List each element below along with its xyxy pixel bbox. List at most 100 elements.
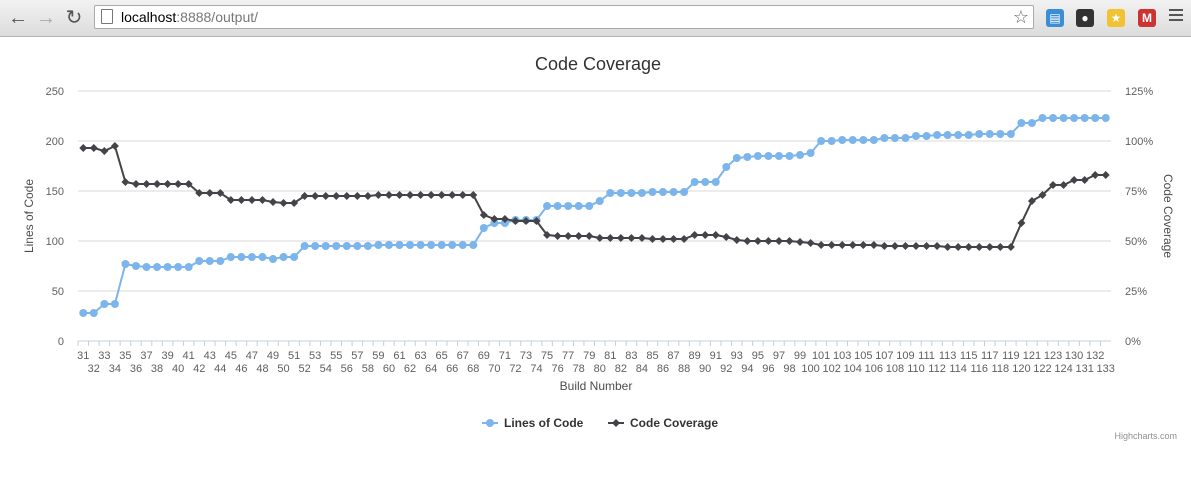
data-point[interactable] — [680, 235, 689, 243]
data-point[interactable] — [859, 241, 868, 249]
data-point[interactable] — [722, 233, 731, 241]
data-point[interactable] — [279, 199, 288, 207]
gmail-icon[interactable]: M — [1138, 9, 1156, 27]
data-point[interactable] — [300, 192, 309, 200]
data-point[interactable] — [416, 191, 425, 199]
data-point[interactable] — [606, 189, 615, 197]
data-point[interactable] — [174, 263, 183, 271]
data-point[interactable] — [1091, 171, 1100, 179]
data-point[interactable] — [901, 242, 910, 250]
data-point[interactable] — [395, 241, 404, 249]
data-point[interactable] — [933, 131, 942, 139]
data-point[interactable] — [901, 134, 910, 142]
data-point[interactable] — [637, 189, 646, 197]
data-point[interactable] — [1070, 114, 1079, 122]
data-point[interactable] — [1080, 176, 1089, 184]
back-arrow-icon[interactable]: ← — [8, 7, 28, 29]
data-point[interactable] — [311, 242, 320, 250]
data-point[interactable] — [732, 154, 741, 162]
data-point[interactable] — [869, 241, 878, 249]
data-point[interactable] — [975, 130, 984, 138]
data-point[interactable] — [869, 136, 878, 144]
url-text[interactable]: localhost:8888/output/ — [121, 9, 258, 25]
data-point[interactable] — [574, 202, 583, 210]
data-point[interactable] — [300, 242, 309, 250]
extension-mask-icon[interactable]: ● — [1076, 9, 1094, 27]
reload-icon[interactable]: ↻ — [65, 7, 83, 29]
data-point[interactable] — [954, 243, 963, 251]
data-point[interactable] — [131, 262, 140, 270]
data-point[interactable] — [406, 241, 415, 249]
data-point[interactable] — [205, 189, 214, 197]
data-point[interactable] — [964, 243, 973, 251]
data-point[interactable] — [195, 189, 204, 197]
data-point[interactable] — [290, 253, 299, 261]
data-point[interactable] — [469, 191, 478, 199]
data-point[interactable] — [332, 192, 341, 200]
data-point[interactable] — [764, 237, 773, 245]
data-point[interactable] — [943, 131, 952, 139]
data-point[interactable] — [817, 137, 826, 145]
data-point[interactable] — [142, 263, 151, 271]
data-point[interactable] — [637, 234, 646, 242]
data-point[interactable] — [437, 241, 446, 249]
data-point[interactable] — [890, 242, 899, 250]
data-point[interactable] — [153, 263, 162, 271]
data-point[interactable] — [985, 130, 994, 138]
data-point[interactable] — [184, 263, 193, 271]
data-point[interactable] — [627, 189, 636, 197]
data-point[interactable] — [353, 192, 362, 200]
data-point[interactable] — [79, 144, 88, 152]
data-point[interactable] — [448, 241, 457, 249]
data-point[interactable] — [616, 189, 625, 197]
data-point[interactable] — [701, 178, 710, 186]
data-point[interactable] — [774, 237, 783, 245]
data-point[interactable] — [332, 242, 341, 250]
data-point[interactable] — [753, 152, 762, 160]
data-point[interactable] — [163, 180, 172, 188]
data-point[interactable] — [395, 191, 404, 199]
data-point[interactable] — [1038, 191, 1047, 199]
data-point[interactable] — [121, 178, 130, 186]
data-point[interactable] — [269, 255, 278, 263]
data-point[interactable] — [458, 191, 467, 199]
data-point[interactable] — [500, 215, 509, 223]
data-point[interactable] — [764, 152, 773, 160]
data-point[interactable] — [595, 234, 604, 242]
data-point[interactable] — [838, 241, 847, 249]
data-point[interactable] — [648, 235, 657, 243]
data-point[interactable] — [753, 237, 762, 245]
data-point[interactable] — [722, 163, 731, 171]
data-point[interactable] — [880, 242, 889, 250]
address-bar[interactable]: localhost:8888/output/ ☆ — [94, 5, 1034, 29]
extension-folder-icon[interactable]: ▤ — [1046, 9, 1064, 27]
data-point[interactable] — [943, 243, 952, 251]
data-point[interactable] — [690, 178, 699, 186]
data-point[interactable] — [247, 253, 256, 261]
data-point[interactable] — [806, 149, 815, 157]
data-point[interactable] — [184, 180, 193, 188]
data-point[interactable] — [374, 191, 383, 199]
data-point[interactable] — [121, 260, 130, 268]
data-point[interactable] — [321, 192, 330, 200]
data-point[interactable] — [911, 242, 920, 250]
data-point[interactable] — [448, 191, 457, 199]
data-point[interactable] — [79, 309, 88, 317]
data-point[interactable] — [848, 136, 857, 144]
data-point[interactable] — [553, 232, 562, 240]
data-point[interactable] — [363, 192, 372, 200]
data-point[interactable] — [163, 263, 172, 271]
data-point[interactable] — [743, 153, 752, 161]
data-point[interactable] — [437, 191, 446, 199]
data-point[interactable] — [269, 198, 278, 206]
data-point[interactable] — [827, 137, 836, 145]
data-point[interactable] — [110, 300, 119, 308]
data-point[interactable] — [1006, 243, 1015, 251]
data-point[interactable] — [247, 196, 256, 204]
data-point[interactable] — [911, 132, 920, 140]
data-point[interactable] — [585, 202, 594, 210]
data-point[interactable] — [416, 241, 425, 249]
data-point[interactable] — [774, 152, 783, 160]
legend-item[interactable]: Code Coverage — [608, 416, 718, 430]
data-point[interactable] — [1059, 181, 1068, 189]
